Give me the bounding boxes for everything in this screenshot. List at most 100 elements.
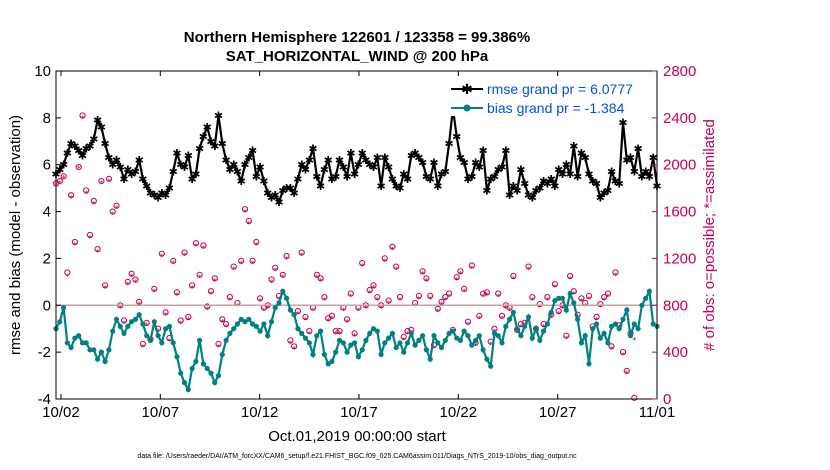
obs-assimilated-point: * [417, 295, 421, 304]
rmse-point: ✱ [482, 185, 491, 198]
rmse-point: ✱ [263, 187, 272, 200]
obs-possible-point [366, 287, 373, 294]
obs-possible-point [332, 328, 339, 335]
obs-possible-point [181, 249, 188, 256]
obs-assimilated-point: * [251, 260, 255, 269]
obs-assimilated-point: * [258, 297, 262, 306]
obs-assimilated-point: * [319, 277, 323, 286]
rmse-point: ✱ [573, 170, 582, 183]
rmse-point: ✱ [562, 159, 571, 172]
obs-assimilated-point: * [610, 345, 614, 354]
bias-point [420, 333, 426, 339]
rmse-point: ✱ [618, 117, 627, 130]
bias-point [578, 340, 585, 346]
obs-possible-point [370, 282, 377, 289]
bias-point [325, 361, 331, 367]
obs-possible-point [139, 340, 146, 347]
obs-possible-point [593, 313, 600, 321]
bias-point [276, 300, 282, 306]
obs-possible-point [612, 269, 619, 276]
rmse-point: ✱ [422, 170, 431, 183]
obs-possible-point [207, 288, 215, 295]
bias-point [586, 361, 592, 367]
obs-assimilated-point: * [477, 315, 481, 324]
obs-possible-point [604, 290, 612, 297]
bias-point [442, 337, 448, 343]
obs-assimilated-point: * [542, 323, 546, 332]
rmse-point: ✱ [169, 166, 178, 179]
obs-assimilated-point: * [179, 319, 183, 328]
obs-assimilated-point: * [436, 308, 440, 317]
bias-point [352, 340, 358, 346]
bias-point [480, 347, 486, 353]
bias-point [61, 305, 67, 311]
obs-assimilated-point: * [167, 337, 171, 346]
obs-assimilated-point: * [561, 304, 565, 313]
obs-possible-point [400, 333, 407, 340]
bias-point [484, 356, 490, 362]
rmse-point: ✱ [297, 159, 306, 172]
rmse-point: ✱ [596, 192, 605, 205]
obs-possible-point [525, 263, 532, 270]
bias-point [91, 347, 97, 353]
rmse-point: ✱ [142, 180, 151, 193]
obs-possible-point [567, 272, 574, 280]
rmse-point: ✱ [380, 152, 389, 165]
bias-point [265, 333, 271, 339]
bias-point [117, 323, 123, 329]
plot-area-frame [55, 70, 658, 400]
rmse-point: ✱ [403, 173, 412, 186]
rmse-point: ✱ [615, 178, 624, 191]
rmse-point: ✱ [286, 182, 295, 195]
bias-point [571, 300, 577, 306]
rmse-point: ✱ [203, 121, 212, 134]
obs-assimilated-point: * [455, 276, 459, 285]
bias-point [643, 295, 649, 301]
obs-assimilated-point: * [277, 295, 281, 304]
bias-point [597, 335, 603, 341]
obs-possible-point [272, 264, 279, 271]
bias-point [95, 356, 101, 362]
obs-possible-point [464, 318, 472, 325]
rmse-point: ✱ [407, 149, 416, 162]
bias-point [529, 335, 535, 341]
obs-possible-point [215, 340, 222, 347]
obs-assimilated-point: * [334, 330, 338, 339]
obs-assimilated-point: * [553, 283, 557, 292]
rmse-point: ✱ [588, 175, 597, 188]
rmse-point: ✱ [74, 145, 83, 158]
obs-possible-point [196, 271, 203, 278]
obs-possible-point [483, 289, 490, 296]
x-tick-label: 10/22 [440, 404, 478, 421]
rmse-point: ✱ [187, 173, 196, 186]
obs-assimilated-point: * [402, 336, 406, 345]
chart-title-line2: SAT_HORIZONTAL_WIND @ 200 hPa [226, 48, 489, 65]
rmse-point: ✱ [539, 175, 548, 188]
bias-point [272, 305, 278, 311]
obs-possible-point [132, 276, 139, 283]
obs-assimilated-point: * [77, 165, 81, 174]
rmse-point: ✱ [119, 173, 128, 186]
rmse-point: ✱ [603, 185, 612, 198]
y2-tick-label: 800 [663, 297, 688, 314]
y2-tick-label: 0 [663, 391, 671, 408]
bias-point [83, 340, 89, 346]
rmse-point: ✱ [633, 142, 642, 155]
rmse-point: ✱ [577, 147, 586, 160]
obs-assimilated-point: * [508, 307, 512, 316]
obs-assimilated-point: * [519, 323, 523, 332]
obs-assimilated-point: * [387, 299, 391, 308]
bias-point [518, 333, 524, 339]
obs-assimilated-point: * [115, 205, 119, 214]
rmse-point: ✱ [645, 170, 654, 183]
bias-point [473, 337, 479, 343]
bias-point [503, 323, 509, 329]
obs-possible-point [68, 192, 75, 199]
y2-tick-label: 2000 [663, 157, 696, 174]
bias-point [102, 358, 108, 365]
bias-point [450, 328, 456, 334]
obs-possible-point [268, 276, 275, 283]
obs-possible-point [219, 316, 226, 323]
rmse-series: ✱✱✱✱✱✱✱✱✱✱✱✱✱✱✱✱✱✱✱✱✱✱✱✱✱✱✱✱✱✱✱✱✱✱✱✱✱✱✱✱… [51, 103, 661, 210]
